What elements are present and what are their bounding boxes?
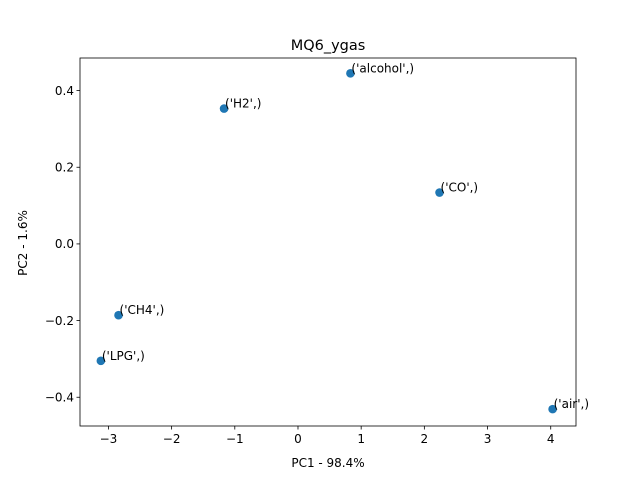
x-tick-label: 1 [357,432,365,446]
scatter-point [346,69,355,78]
y-tick-label: 0.4 [55,84,74,98]
y-tick-label: 0.2 [55,161,74,175]
point-label: ('CH4',) [120,303,165,317]
point-label: ('H2',) [225,97,261,111]
plot-frame [79,57,577,427]
x-tick-label: −2 [163,432,181,446]
x-tick-label: 2 [421,432,429,446]
scatter-points: ('alcohol',) ('H2',) ('CO',) ('CH4',) ('LPG'… [96,61,589,414]
y-axis-label: PC2 - 1.6% [16,210,30,276]
chart-title: MQ6_ygas [291,38,366,54]
scatter-point [548,404,557,414]
plot-axes: −3 −2 −1 0 1 2 3 4 −0.4 −0.2 0.0 0.2 0.4 ('alcohol'… [45,57,589,446]
scatter-point [96,356,106,366]
x-tick-label: −3 [100,432,118,446]
y-axis-ticks: −0.4 −0.2 0.0 0.2 0.4 [45,84,80,405]
y-tick-label: −0.2 [45,314,74,328]
x-tick-label: 4 [547,432,555,446]
x-axis-ticks: −3 −2 −1 0 1 2 3 4 [100,426,555,446]
point-label: ('LPG',) [102,349,145,363]
scatter-point [435,188,444,197]
scatter-point [114,310,123,320]
point-label: ('alcohol',) [351,61,414,75]
y-tick-label: −0.4 [45,391,74,405]
scatter-point [219,104,229,113]
x-tick-label: 0 [294,432,302,446]
x-tick-label: −1 [226,432,244,446]
x-tick-label: 3 [484,432,492,446]
point-label: ('CO',) [441,181,479,195]
point-label: ('air',) [554,397,589,411]
y-tick-label: 0.0 [55,237,74,251]
x-axis-label: PC1 - 98.4% [291,456,364,470]
